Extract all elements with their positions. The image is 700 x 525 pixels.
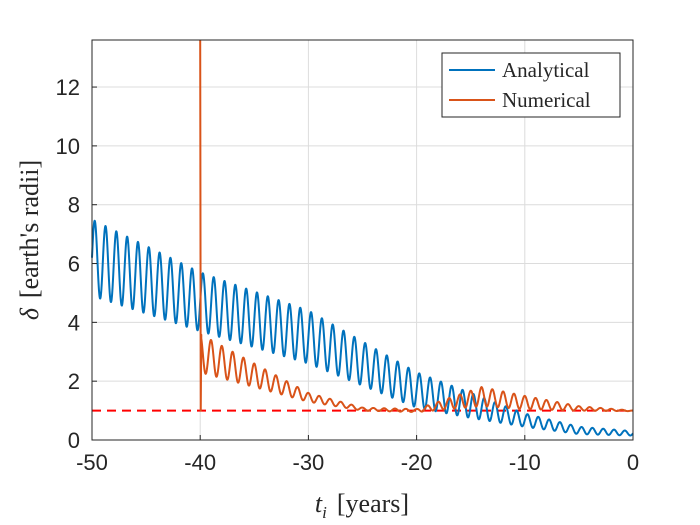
x-axis-variable: t: [315, 489, 323, 518]
legend-box: [441, 52, 621, 118]
y-tick-label: 10: [56, 134, 80, 159]
legend: Analytical Numerical: [441, 52, 621, 118]
series-group: [91, 39, 634, 437]
x-axis-subscript: i: [322, 503, 327, 522]
x-axis-unit: [years]: [337, 489, 409, 518]
y-tick-label: 12: [56, 75, 80, 100]
y-axis-unit: [earth's radii]: [15, 160, 44, 298]
x-tick-label: -40: [184, 450, 216, 475]
series-line-numerical: [199, 39, 634, 413]
legend-label-numerical: Numerical: [502, 88, 591, 112]
x-tick-label: -30: [293, 450, 325, 475]
y-tick-label: 6: [68, 252, 80, 277]
x-tick-label: 0: [627, 450, 639, 475]
x-tick-label: -20: [401, 450, 433, 475]
x-tick-label: -50: [76, 450, 108, 475]
y-tick-label: 4: [68, 310, 80, 335]
ticks: -50 -40 -30 -20 -10 0 0 2 4 6 8 10 12: [56, 75, 640, 475]
y-axis-variable: δ: [15, 307, 44, 320]
x-axis-title: ti [years]: [315, 489, 409, 522]
legend-label-analytical: Analytical: [502, 58, 590, 82]
y-axis-title: δ [earth's radii]: [15, 160, 44, 320]
x-tick-label: -10: [509, 450, 541, 475]
plot-frame: [91, 39, 634, 441]
y-tick-label: 2: [68, 369, 80, 394]
y-tick-label: 0: [68, 428, 80, 453]
series-line-analytical: [91, 219, 634, 437]
y-tick-label: 8: [68, 193, 80, 218]
